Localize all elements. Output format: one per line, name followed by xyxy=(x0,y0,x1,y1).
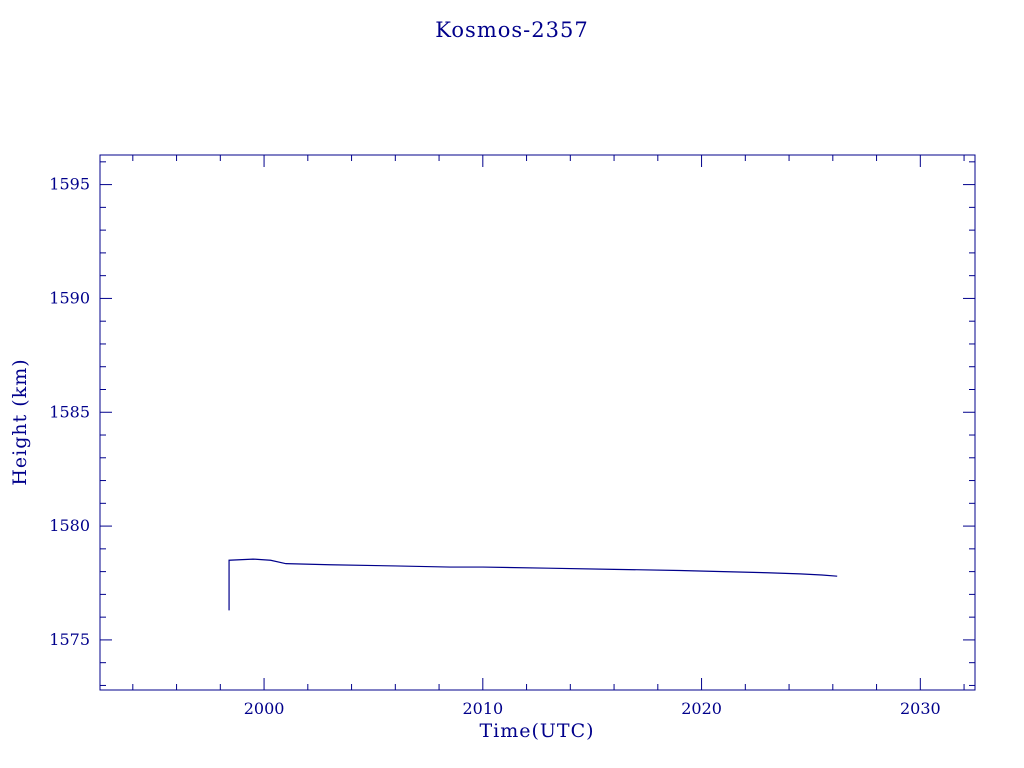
y-tick-label: 1575 xyxy=(49,630,90,649)
y-tick-label: 1585 xyxy=(49,402,90,421)
plot-border xyxy=(99,154,976,691)
x-tick-label: 2020 xyxy=(681,699,722,718)
x-tick-label: 2030 xyxy=(900,699,941,718)
chart-title: Kosmos-2357 xyxy=(435,18,589,42)
x-axis-label: Time(UTC) xyxy=(479,720,595,742)
x-tick-label: 2000 xyxy=(244,699,285,718)
y-tick-label: 1590 xyxy=(49,288,90,307)
x-tick-label: 2010 xyxy=(462,699,503,718)
y-tick-label: 1580 xyxy=(49,516,90,535)
y-tick-label: 1595 xyxy=(49,175,90,194)
data-line xyxy=(228,558,838,611)
